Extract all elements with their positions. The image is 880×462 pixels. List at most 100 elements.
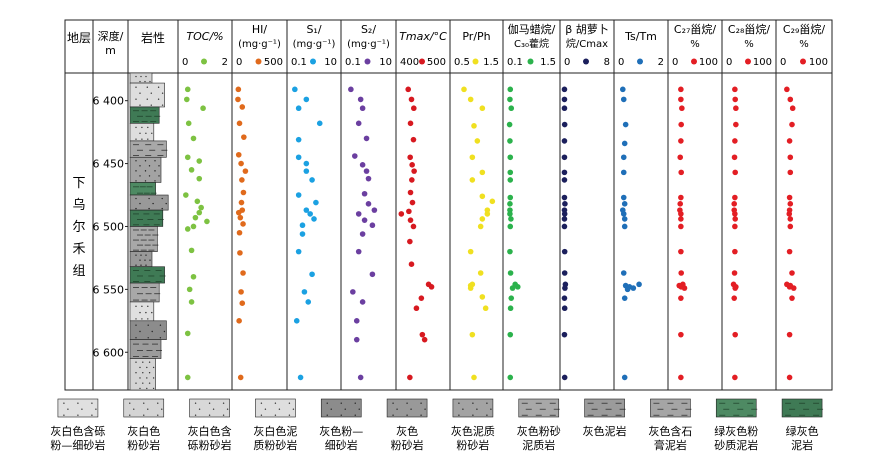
track-title: HI/ bbox=[252, 23, 268, 36]
data-point bbox=[561, 169, 568, 176]
lithology-bed-fill bbox=[129, 320, 167, 340]
lithology-bed bbox=[129, 209, 164, 227]
data-point bbox=[359, 162, 366, 168]
depth-tick-label: 6 400 bbox=[93, 95, 125, 108]
lithology-dot-mark bbox=[135, 254, 137, 256]
track-title-line2: % bbox=[799, 39, 809, 50]
data-point bbox=[406, 208, 412, 215]
data-point bbox=[411, 105, 417, 112]
data-point bbox=[489, 198, 496, 205]
data-point bbox=[561, 223, 568, 230]
data-point bbox=[636, 281, 642, 288]
data-point bbox=[186, 286, 193, 293]
data-point bbox=[407, 238, 413, 245]
scale-max-label: 2 bbox=[658, 57, 664, 68]
scale-marker-dot bbox=[800, 58, 806, 65]
data-point bbox=[297, 374, 304, 381]
lithology-bed-fill bbox=[129, 301, 155, 322]
data-point bbox=[355, 120, 362, 127]
data-point bbox=[477, 270, 484, 276]
lithology-dot-mark bbox=[63, 402, 65, 404]
scale-min-label: 0.1 bbox=[507, 57, 523, 68]
track-prph: Pr/Ph 0.5 1.5 bbox=[454, 30, 499, 381]
data-point bbox=[410, 136, 417, 143]
data-point bbox=[409, 177, 415, 183]
track-c29: C₂₉甾烷/% 0 100 bbox=[780, 22, 828, 381]
data-point bbox=[678, 194, 684, 201]
lithology-dot-mark bbox=[143, 414, 145, 416]
track-c28: C₂₈甾烷/% 0 100 bbox=[726, 22, 772, 381]
data-point bbox=[678, 211, 684, 217]
formation-name-char: 禾 bbox=[72, 242, 85, 257]
track-toc: TOC/% 0 2 bbox=[182, 30, 228, 381]
lithology-dot-mark bbox=[91, 414, 93, 416]
scale-marker-dot bbox=[419, 58, 425, 65]
track-title-line2: (mg·g⁻¹) bbox=[347, 39, 390, 50]
scale-max-label: 1.5 bbox=[540, 57, 556, 68]
lithology-dot-mark bbox=[135, 337, 137, 339]
data-point bbox=[561, 248, 568, 255]
data-point bbox=[507, 96, 513, 103]
data-point bbox=[200, 105, 206, 112]
scale-min-label: 0.1 bbox=[291, 57, 307, 68]
data-point bbox=[236, 318, 242, 324]
data-point bbox=[786, 138, 793, 144]
legend-label: 绿灰色 bbox=[786, 424, 819, 438]
lithology-bed bbox=[129, 182, 157, 196]
data-point bbox=[295, 248, 302, 255]
data-point bbox=[561, 216, 568, 222]
track-hi: HI/ (mg·g⁻¹) 0 500 bbox=[235, 23, 283, 381]
data-point bbox=[235, 86, 242, 93]
lithology-dot-mark bbox=[145, 311, 147, 314]
data-point bbox=[621, 295, 628, 301]
legend-label: 粉砂岩 bbox=[391, 438, 424, 452]
data-point bbox=[678, 248, 684, 255]
data-point bbox=[239, 104, 246, 110]
lithology-dot-mark bbox=[135, 382, 137, 384]
lithology-dot-mark bbox=[472, 402, 474, 404]
lithology-dot-mark bbox=[148, 175, 151, 177]
lithology-bed-fill bbox=[129, 226, 158, 252]
data-point bbox=[299, 222, 306, 229]
lithology-dot-mark bbox=[458, 414, 460, 416]
lithology-dot-mark bbox=[141, 318, 143, 320]
track-title: S₁/ bbox=[306, 23, 321, 36]
scale-marker-dot bbox=[364, 58, 371, 65]
data-point bbox=[507, 194, 514, 201]
data-point bbox=[299, 231, 306, 237]
lithology-bed bbox=[129, 266, 166, 284]
data-point bbox=[469, 177, 476, 183]
data-point bbox=[732, 194, 738, 201]
legend-label: 绿灰色粉 bbox=[714, 424, 758, 438]
data-point bbox=[305, 299, 312, 305]
lithology-dot-mark bbox=[142, 372, 144, 374]
lithology-bed bbox=[129, 282, 161, 303]
legend-label: 灰色 bbox=[396, 424, 418, 438]
data-point bbox=[561, 86, 568, 93]
data-point bbox=[204, 218, 210, 225]
data-point bbox=[359, 299, 366, 305]
lithology-dot-mark bbox=[222, 402, 225, 404]
lithology-dot-mark bbox=[148, 207, 150, 210]
track-title-line2: (mg·g⁻¹) bbox=[238, 39, 281, 50]
data-point bbox=[309, 271, 315, 278]
lithology-legend: 灰白色含砾粉—细砂岩灰白色粉砂岩灰白色含砾粉砂岩灰白色泥质粉砂岩灰色粉—细砂岩灰… bbox=[50, 398, 824, 452]
lithology-dot-mark bbox=[148, 361, 151, 363]
lithology-dot-mark bbox=[135, 372, 137, 374]
lithology-bed bbox=[129, 320, 167, 340]
data-point bbox=[786, 211, 793, 217]
lithology-dot-mark bbox=[77, 414, 79, 416]
lithology-dot-mark bbox=[260, 414, 263, 416]
data-point bbox=[789, 105, 796, 112]
lithology-bed-fill bbox=[781, 398, 823, 418]
legend-item: 灰色泥岩 bbox=[583, 398, 627, 438]
lithology-bed bbox=[129, 123, 155, 142]
data-point bbox=[363, 135, 370, 142]
data-point bbox=[353, 336, 360, 343]
data-point bbox=[479, 294, 486, 300]
lithology-bed bbox=[129, 226, 159, 252]
lithology-bed-fill bbox=[584, 398, 625, 418]
